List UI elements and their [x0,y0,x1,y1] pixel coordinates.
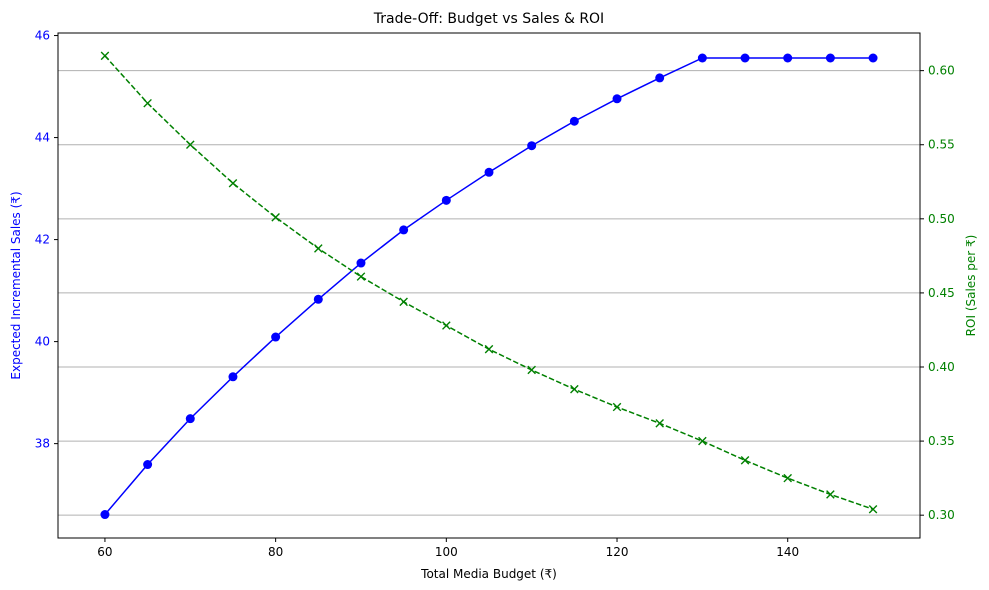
roi-point [100,51,110,61]
right-y-tick-label: 0.30 [928,508,955,522]
sales-point [271,332,281,342]
plot-series [100,51,878,520]
x-tick-label: 100 [435,545,458,559]
x-tick-label: 120 [606,545,629,559]
left-y-tick-label: 40 [35,335,50,349]
roi-point [442,321,451,330]
roi-point [655,419,664,428]
roi-point [826,490,835,499]
axes: 60 80 100 120 140 38 40 42 44 46 0.30 0.35 0.40 0.45 0… [35,29,955,559]
sales-point [868,53,878,63]
roi-point [356,272,366,281]
roi-point [484,344,494,354]
sales-point [399,225,409,235]
sales-point [100,510,110,520]
left-y-tick-label: 38 [35,437,50,451]
x-tick-label: 60 [97,545,112,559]
left-y-tick-label: 42 [35,233,50,247]
sales-point [697,53,707,63]
roi-point [143,98,152,108]
sales-point [441,195,451,205]
roi-point [740,456,750,465]
roi-point [570,384,579,394]
x-axis-label: Total Media Budget (₹) [420,567,557,581]
roi-point [783,473,793,483]
right-y-tick-label: 0.50 [928,212,955,226]
roi-point [612,402,622,412]
sales-point [783,53,793,63]
sales-point [356,258,366,268]
sales-point [228,372,238,382]
sales-point [527,141,537,151]
left-y-tick-label: 46 [35,29,50,43]
sales-point [612,94,622,104]
x-tick-label: 80 [268,545,283,559]
roi-point [868,504,878,514]
roi-point [185,140,195,150]
roi-point [228,178,238,188]
roi-point [314,244,323,253]
sales-point [655,73,665,83]
sales-point [143,460,153,470]
right-y-tick-label: 0.40 [928,360,955,374]
roi-point [271,213,280,222]
right-y-tick-label: 0.55 [928,138,955,152]
chart-title: Trade-Off: Budget vs Sales & ROI [373,11,604,27]
roi-point [698,436,707,446]
sales-point [185,414,195,424]
sales-point [313,294,323,304]
left-y-axis-label: Expected Incremental Sales (₹) [9,191,23,379]
sales-point [825,53,835,63]
right-y-tick-label: 0.60 [928,64,955,78]
x-tick-label: 140 [776,545,799,559]
roi-point [527,365,536,375]
right-y-axis-label: ROI (Sales per ₹) [964,235,978,337]
roi-point [399,297,408,307]
sales-point [740,53,750,63]
right-y-tick-label: 0.45 [928,286,955,300]
right-y-tick-label: 0.35 [928,434,955,448]
sales-point [569,116,579,126]
left-y-tick-label: 44 [35,131,50,145]
grid [58,70,920,516]
plot-frame [57,32,921,539]
sales-point [484,167,494,177]
